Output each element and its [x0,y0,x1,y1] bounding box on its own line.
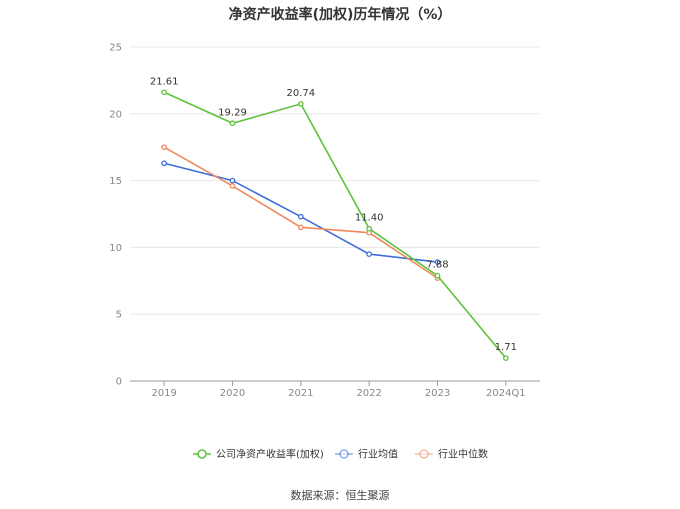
data-point [229,120,236,127]
legend-label: 公司净资产收益率(加权) [216,448,324,461]
legend-item-1[interactable]: 行业均值 [335,448,398,461]
series-line-2 [163,146,438,279]
data-label: 7.88 [426,260,448,271]
data-label: 19.29 [218,107,247,118]
y-tick-label: 20 [109,109,122,120]
y-tick-label: 25 [109,43,122,54]
data-point [434,259,441,265]
y-tick-label: 15 [109,176,122,187]
data-label: 21.61 [150,76,179,87]
data-source: 数据来源：恒生聚源 [290,489,390,502]
legend-marker-icon [197,449,207,459]
series-line-0 [163,91,507,359]
data-point [434,272,441,279]
legend-marker-icon [419,449,429,459]
x-tick-label: 2021 [288,388,313,399]
x-tick-label: 2019 [151,388,176,399]
legend-label: 行业均值 [358,448,398,461]
legend-item-2[interactable]: 行业中位数 [415,448,488,461]
data-point [229,177,236,184]
x-tick-label: 2020 [220,388,245,399]
x-tick-label: 2023 [425,388,450,399]
data-point [366,251,373,257]
data-point [297,213,304,220]
y-tick-label: 5 [116,310,122,321]
legend-item-0[interactable]: 公司净资产收益率(加权) [193,448,324,461]
data-point [161,89,168,96]
y-tick-label: 0 [116,377,122,388]
data-label: 11.40 [355,213,384,224]
data-point [161,160,168,167]
data-point [161,144,168,151]
x-tick-label: 2024Q1 [486,388,526,399]
legend-marker-icon [339,449,349,459]
y-tick-label: 10 [109,243,122,254]
legend-label: 行业中位数 [438,448,488,461]
chart-title: 净资产收益率(加权)历年情况（%） [228,7,452,23]
data-point [366,225,373,232]
data-point [502,355,509,362]
data-point [229,183,236,189]
data-label: 20.74 [287,88,316,99]
data-point [297,224,304,231]
x-tick-label: 2022 [356,388,381,399]
data-point [297,101,304,107]
data-label: 1.71 [495,342,517,353]
